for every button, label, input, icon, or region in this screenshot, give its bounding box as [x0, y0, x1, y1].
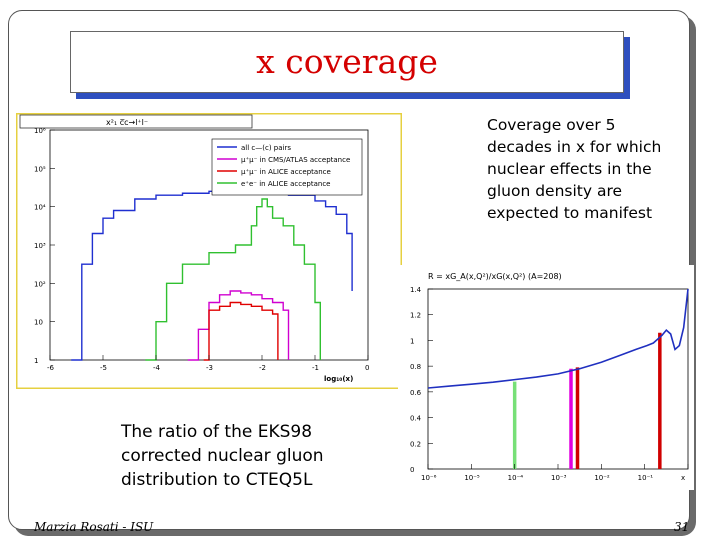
chart2-y-tick-label: 0.2 — [410, 440, 421, 448]
chart2-x-tick-label: 10⁻⁴ — [508, 474, 524, 482]
chart1-y-tick-label: 10⁵ — [34, 165, 46, 173]
chart2-background — [398, 265, 694, 490]
chart2-y-tick-label: 0.4 — [410, 415, 422, 423]
coverage-note: Coverage over 5 decades in x for which n… — [487, 116, 662, 222]
chart1-series-line — [203, 301, 279, 361]
chart1-x-axis-label: log₁₀(x) — [324, 375, 353, 383]
chart1-x-tick-label: 0 — [365, 364, 369, 372]
chart1-x-tick-label: -3 — [206, 364, 213, 372]
chart2-x-tick-label: 10⁻² — [594, 474, 610, 482]
chart1-y-tick-label: 10⁶ — [34, 127, 46, 135]
chart1-legend-label: μ⁺μ⁻ in CMS/ATLAS acceptance — [241, 156, 350, 164]
chart1-legend-label: μ⁺μ⁻ in ALICE acceptance — [241, 168, 331, 176]
chart2-y-tick-label: 1 — [410, 337, 414, 345]
chart1-y-tick-label: 10⁴ — [34, 204, 46, 212]
chart2-x-tick-label: 10⁻⁶ — [421, 474, 437, 482]
chart2-y-tick-label: 1.2 — [410, 312, 421, 320]
x-coverage-histogram: x²₁ c̅c→l⁺l⁻ -6 -5 -4 -3 -2 -1 0 1 10 10² 10³ 10⁴ 10… — [16, 113, 402, 389]
chart2-x-tick-label: 10⁻³ — [551, 474, 567, 482]
title-box: x coverage — [70, 31, 624, 93]
chart2-ratio-curve — [427, 288, 689, 389]
chart1-x-tick-label: -6 — [47, 364, 55, 372]
gluon-ratio-chart: R = xG_A(x,Q²)/xG(x,Q²) (A=208) 0 0.2 0.4 0… — [398, 265, 694, 490]
slide-title: x coverage — [256, 42, 438, 81]
footer-author: Marzia Rosati - ISU — [34, 520, 154, 534]
chart2-y-tick-label: 0 — [410, 466, 414, 474]
page-number: 31 — [674, 520, 690, 534]
chart1-y-tick-label: 10³ — [34, 242, 46, 250]
chart1-legend-label: all c—(c) pairs — [241, 144, 291, 152]
chart1-series-line — [145, 198, 321, 361]
chart2-y-tick-label: 0.6 — [410, 389, 422, 397]
chart2-x-tick-label: 10⁻¹ — [638, 474, 654, 482]
chart1-x-tick-label: -4 — [153, 364, 161, 372]
chart1-x-tick-label: -2 — [259, 364, 266, 372]
chart1-legend-label: e⁺e⁻ in ALICE acceptance — [241, 180, 331, 188]
chart2-x-tick-label: 10⁻⁵ — [464, 474, 480, 482]
chart1-x-tick-label: -1 — [312, 364, 319, 372]
ratio-caption: The ratio of the EKS98 corrected nuclear… — [121, 422, 324, 490]
chart1-series-line — [71, 190, 353, 361]
chart1-y-tick-label: 10² — [34, 280, 46, 288]
chart2-x-tick-label: x — [681, 474, 685, 482]
chart2-y-tick-label: 1.4 — [410, 286, 422, 294]
chart1-legend-box — [211, 138, 363, 196]
chart1-title: x²₁ c̅c→l⁺l⁻ — [106, 118, 148, 127]
chart1-y-tick-label: 1 — [34, 357, 38, 365]
chart2-title: R = xG_A(x,Q²)/xG(x,Q²) (A=208) — [428, 272, 562, 281]
chart1-title-box — [19, 114, 253, 129]
chart1-y-tick-label: 10 — [34, 319, 43, 327]
chart2-y-tick-label: 0.8 — [410, 363, 421, 371]
chart1-x-tick-label: -5 — [100, 364, 107, 372]
